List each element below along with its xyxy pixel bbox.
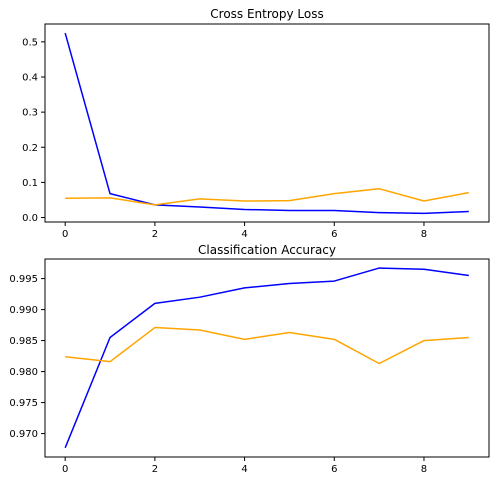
accuracy-chart-x-tick-label: 8 [421,464,427,475]
accuracy-chart-y-tick-label: 0.985 [9,336,38,347]
loss-chart-series-line-2 [65,187,469,206]
loss-chart-y-tick-label: 0.4 [22,72,38,83]
accuracy-chart-y-tick-label: 0.970 [9,429,38,440]
loss-chart-series-line-1 [64,32,469,215]
accuracy-chart-y-tick-label: 0.975 [9,398,38,409]
loss-chart-x-tick-label: 4 [241,229,247,240]
loss-chart-x-tick-label: 8 [421,229,427,240]
loss-chart-y-tick-label: 0.2 [22,143,38,154]
loss-chart-x-tick-label: 2 [152,229,158,240]
accuracy-chart-title: Classification Accuracy [198,243,336,257]
loss-chart: Cross Entropy Loss 0 2 4 6 8 0.0 0.1 0.2 0.3 0.4 0… [22,7,490,240]
accuracy-chart-y-tick-label: 0.990 [9,305,38,316]
accuracy-chart-x-tick-label: 6 [331,464,337,475]
loss-chart-axes-frame [44,23,490,223]
loss-chart-title: Cross Entropy Loss [210,7,323,21]
accuracy-chart-series-line-1 [64,267,469,449]
loss-chart-y-tick-label: 0.3 [22,108,38,119]
loss-chart-x-tick-label: 6 [331,229,337,240]
loss-chart-x-tick-label: 0 [62,229,68,240]
accuracy-chart-x-tick-label: 2 [152,464,158,475]
accuracy-chart-y-tick-label: 0.980 [9,367,38,378]
accuracy-chart: Classification Accuracy 0 2 4 6 8 0.970 0.975 0… [9,243,490,475]
accuracy-chart-x-tick-label: 0 [62,464,68,475]
accuracy-chart-y-tick-label: 0.995 [9,274,38,285]
accuracy-chart-axes-frame [44,258,490,458]
loss-chart-y-tick-label: 0.0 [22,213,38,224]
accuracy-chart-series-line-2 [65,326,469,365]
accuracy-chart-x-tick-label: 4 [241,464,247,475]
loss-chart-y-tick-label: 0.1 [22,178,38,189]
loss-chart-y-tick-label: 0.5 [22,37,38,48]
